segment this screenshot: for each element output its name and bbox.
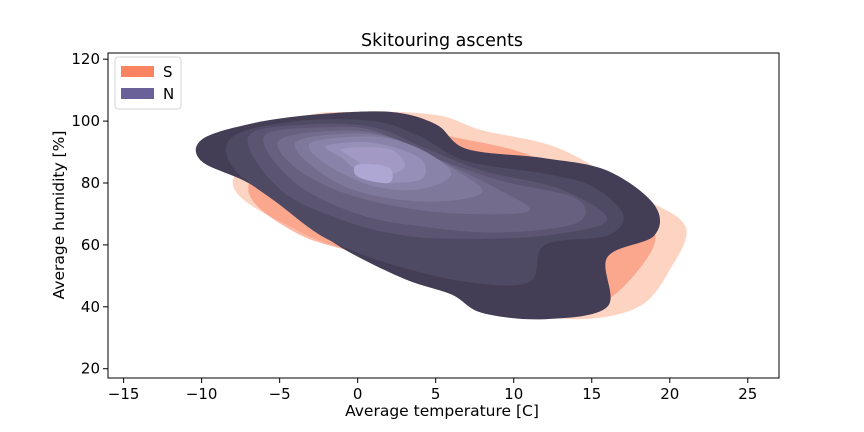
legend-label-s: S [163, 63, 173, 81]
y-tick-label: 20 [81, 360, 100, 378]
series-n-contour-level-10 [353, 163, 393, 184]
x-axis: −15 −10 −5 0 5 10 15 20 25 [108, 378, 757, 403]
x-tick-label: 15 [582, 385, 601, 403]
y-tick-label: 120 [71, 50, 100, 68]
x-tick-label: −5 [269, 385, 291, 403]
legend-label-n: N [163, 85, 174, 103]
y-tick-label: 60 [81, 236, 100, 254]
series-n-density [195, 111, 661, 320]
y-axis: 20 40 60 80 100 120 [71, 50, 108, 378]
legend-swatch-n [121, 88, 154, 99]
x-tick-label: 20 [660, 385, 679, 403]
x-tick-label: 25 [738, 385, 757, 403]
chart-title: Skitouring ascents [361, 31, 523, 51]
x-tick-label: −15 [108, 385, 140, 403]
plot-area [195, 111, 687, 320]
x-tick-label: 10 [504, 385, 523, 403]
y-tick-label: 100 [71, 112, 100, 130]
legend-swatch-s [121, 66, 154, 77]
legend: S N [114, 56, 182, 110]
x-tick-label: −10 [186, 385, 218, 403]
y-tick-label: 40 [81, 298, 100, 316]
x-tick-label: 0 [353, 385, 363, 403]
plot-frame [107, 52, 780, 379]
x-axis-label: Average temperature [C] [345, 402, 539, 420]
y-axis-label: Average humidity [%] [50, 131, 68, 300]
x-tick-label: 5 [431, 385, 441, 403]
y-tick-label: 80 [81, 174, 100, 192]
